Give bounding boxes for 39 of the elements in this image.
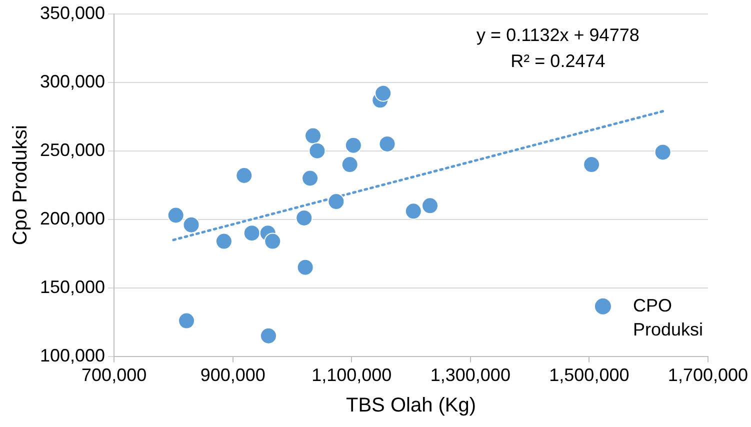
annotation: R² = 0.2474 [510,50,606,71]
point [374,84,392,102]
y-tick-label: 150,000 [40,276,106,297]
point [260,327,277,344]
y-tick-label: 250,000 [40,140,106,160]
y-axis-title: Cpo Produksi [10,125,32,246]
point [304,127,322,144]
point [296,209,313,226]
point [583,156,600,174]
legend-label: CPO Produksi [632,295,703,340]
point [167,206,184,224]
point [215,232,232,250]
x-axis-title: TBS Olah (Kg) [346,394,476,417]
point [328,193,345,210]
point [264,232,282,250]
point [296,258,314,276]
x-tick-label: 1,300,000 [430,365,510,386]
point [654,144,672,161]
y-tick-label: 300,000 [40,71,106,92]
point [302,170,319,187]
x-tick-label: 1,100,000 [312,365,392,386]
point [243,224,260,242]
point [341,156,358,174]
annotation: y = 0.1132x + 94778 [476,24,640,45]
point [344,136,362,154]
x-tick-label: 900,000 [200,365,266,386]
point [308,142,326,160]
point [178,312,196,330]
y-tick-label: 200,000 [40,208,106,228]
y-tick-label: 350,000 [40,2,106,23]
y-tick-label: 100,000 [40,345,106,366]
point [236,167,253,184]
point [378,135,396,152]
x-tick-label: 1,500,000 [549,365,630,386]
x-tick-label: 1,700,000 [668,365,748,386]
point [404,202,422,220]
x-tick-label: 700,000 [82,365,147,386]
point [182,216,200,234]
point [422,197,439,214]
